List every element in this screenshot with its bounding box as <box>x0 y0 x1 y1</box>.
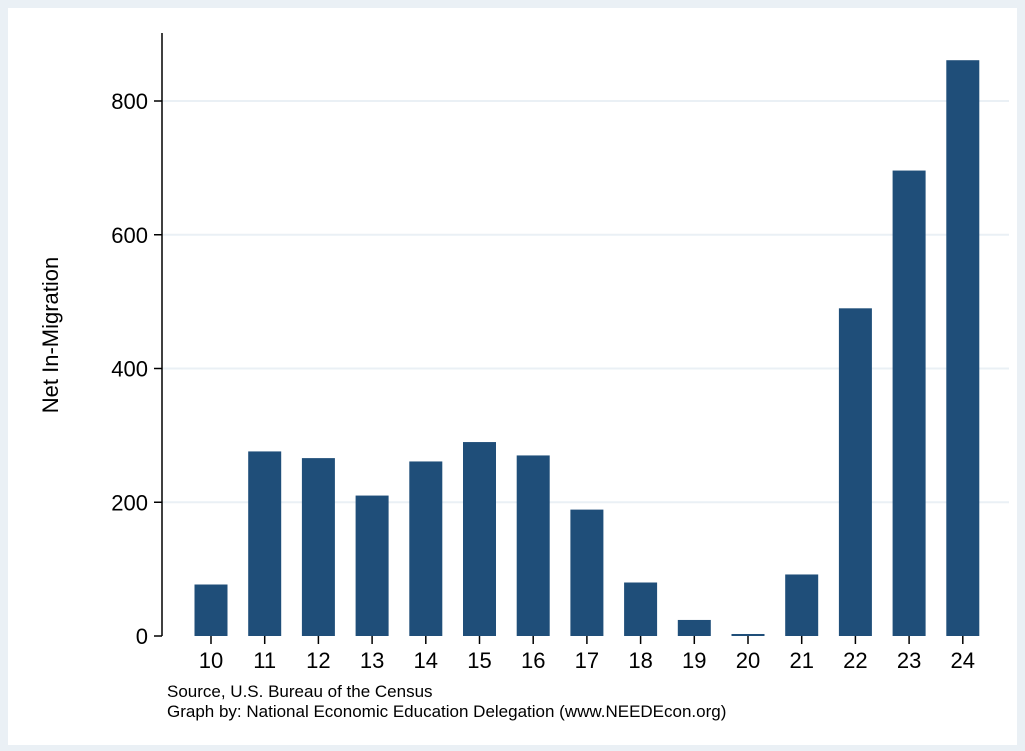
x-tick-label-23: 23 <box>897 648 921 673</box>
bar-chart: 0 200 400 600 800 10 11 12 13 14 15 16 17 18 19 20 21 22… <box>38 33 1009 673</box>
bars <box>194 60 980 637</box>
bar-13 <box>355 495 389 636</box>
x-tick-label-22: 22 <box>843 648 867 673</box>
bar-16 <box>516 455 550 636</box>
x-tick-label-24: 24 <box>951 648 975 673</box>
bar-10 <box>194 584 228 636</box>
x-tick-label-18: 18 <box>628 648 652 673</box>
y-tick-label-600: 600 <box>111 223 148 248</box>
bar-18 <box>624 582 658 636</box>
y-axis-title: Net In-Migration <box>38 257 63 414</box>
bar-24 <box>946 60 980 637</box>
x-tick-label-20: 20 <box>736 648 760 673</box>
x-tick-label-21: 21 <box>789 648 813 673</box>
y-tick-label-400: 400 <box>111 357 148 382</box>
y-tick-label-200: 200 <box>111 490 148 515</box>
bar-15 <box>463 442 496 636</box>
x-tick-label-12: 12 <box>306 648 330 673</box>
bar-19 <box>677 619 711 636</box>
bar-22 <box>838 308 872 636</box>
x-tick-label-19: 19 <box>682 648 706 673</box>
bar-20 <box>731 633 765 636</box>
x-tick-label-16: 16 <box>521 648 545 673</box>
bar-17 <box>570 509 604 636</box>
chart-panel: 0 200 400 600 800 10 11 12 13 14 15 16 17 18 19 20 21 22… <box>8 8 1017 745</box>
y-tick-label-0: 0 <box>136 624 148 649</box>
y-tick-label-800: 800 <box>111 89 148 114</box>
x-tick-label-13: 13 <box>360 648 384 673</box>
x-tick-label-15: 15 <box>467 648 491 673</box>
bar-14 <box>409 461 443 636</box>
bar-21 <box>785 574 819 636</box>
x-tick-label-11: 11 <box>253 648 276 673</box>
x-tick-label-14: 14 <box>414 648 438 673</box>
source-note: Source, U.S. Bureau of the Census <box>167 682 433 701</box>
x-tick-label-10: 10 <box>199 648 223 673</box>
x-ticks: 10 11 12 13 14 15 16 17 18 19 20 21 22 23 24 <box>199 636 975 673</box>
credit-note: Graph by: National Economic Education De… <box>167 702 727 721</box>
x-tick-label-17: 17 <box>575 648 599 673</box>
bar-12 <box>301 458 335 636</box>
bar-23 <box>892 170 926 637</box>
y-ticks: 0 200 400 600 800 <box>111 89 162 649</box>
gridlines <box>162 100 1009 504</box>
bar-11 <box>248 451 282 636</box>
